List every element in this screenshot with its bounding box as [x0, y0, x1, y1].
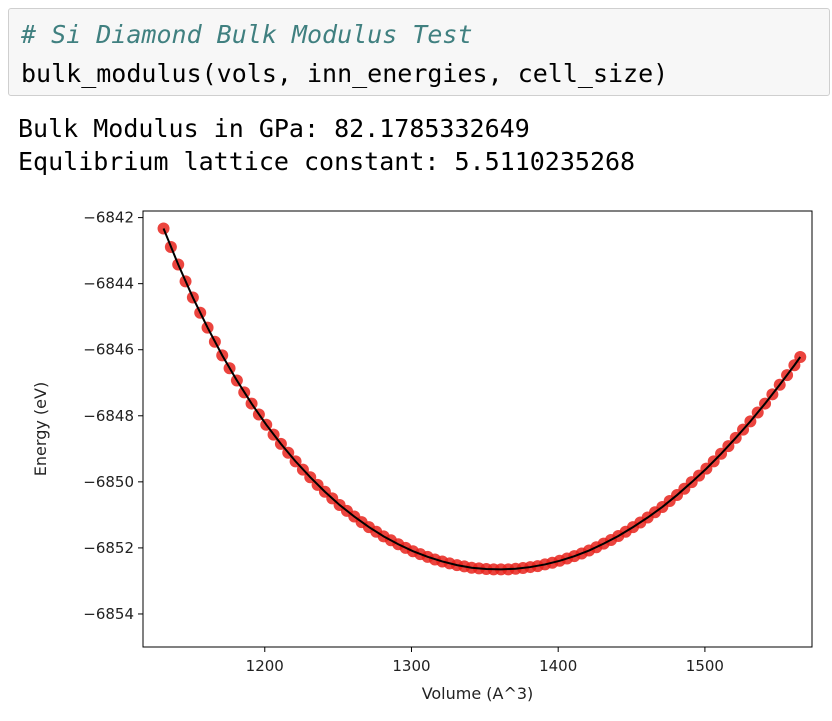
plot-frame	[142, 210, 813, 648]
y-tick-label: −6844	[83, 275, 134, 293]
data-point	[157, 222, 170, 235]
x-axis-label: Volume (A^3)	[422, 684, 534, 703]
chart-axes: 1200 1300 1400 1500 −6842 −6844 −6846 −6848 −685…	[83, 209, 724, 675]
code-cell[interactable]: # Si Diamond Bulk Modulus Test bulk_modu…	[8, 8, 830, 96]
x-tick-label: 1300	[392, 657, 430, 675]
x-tick-label: 1500	[686, 657, 724, 675]
output-lattice-constant: Equlibrium lattice constant: 5.511023526…	[18, 147, 636, 176]
y-tick-label: −6848	[83, 407, 134, 425]
y-tick-label: −6854	[83, 605, 134, 623]
y-tick-label: −6846	[83, 341, 134, 359]
x-tick-label: 1200	[246, 657, 284, 675]
fit-line	[162, 228, 802, 571]
x-tick-label: 1400	[539, 657, 577, 675]
output-bulk-modulus: Bulk Modulus in GPa: 82.1785332649	[18, 114, 530, 143]
code-comment: # Si Diamond Bulk Modulus Test	[21, 20, 473, 49]
y-tick-label: −6850	[83, 473, 134, 491]
chart-marks	[157, 222, 807, 576]
y-axis-label: Energy (eV)	[31, 382, 50, 476]
energy-volume-chart: 1200 1300 1400 1500 −6842 −6844 −6846 −6848 −685…	[31, 209, 813, 703]
y-tick-label: −6852	[83, 539, 134, 557]
y-tick-label: −6842	[83, 209, 134, 227]
code-line: bulk_modulus(vols, inn_energies, cell_si…	[21, 59, 669, 88]
